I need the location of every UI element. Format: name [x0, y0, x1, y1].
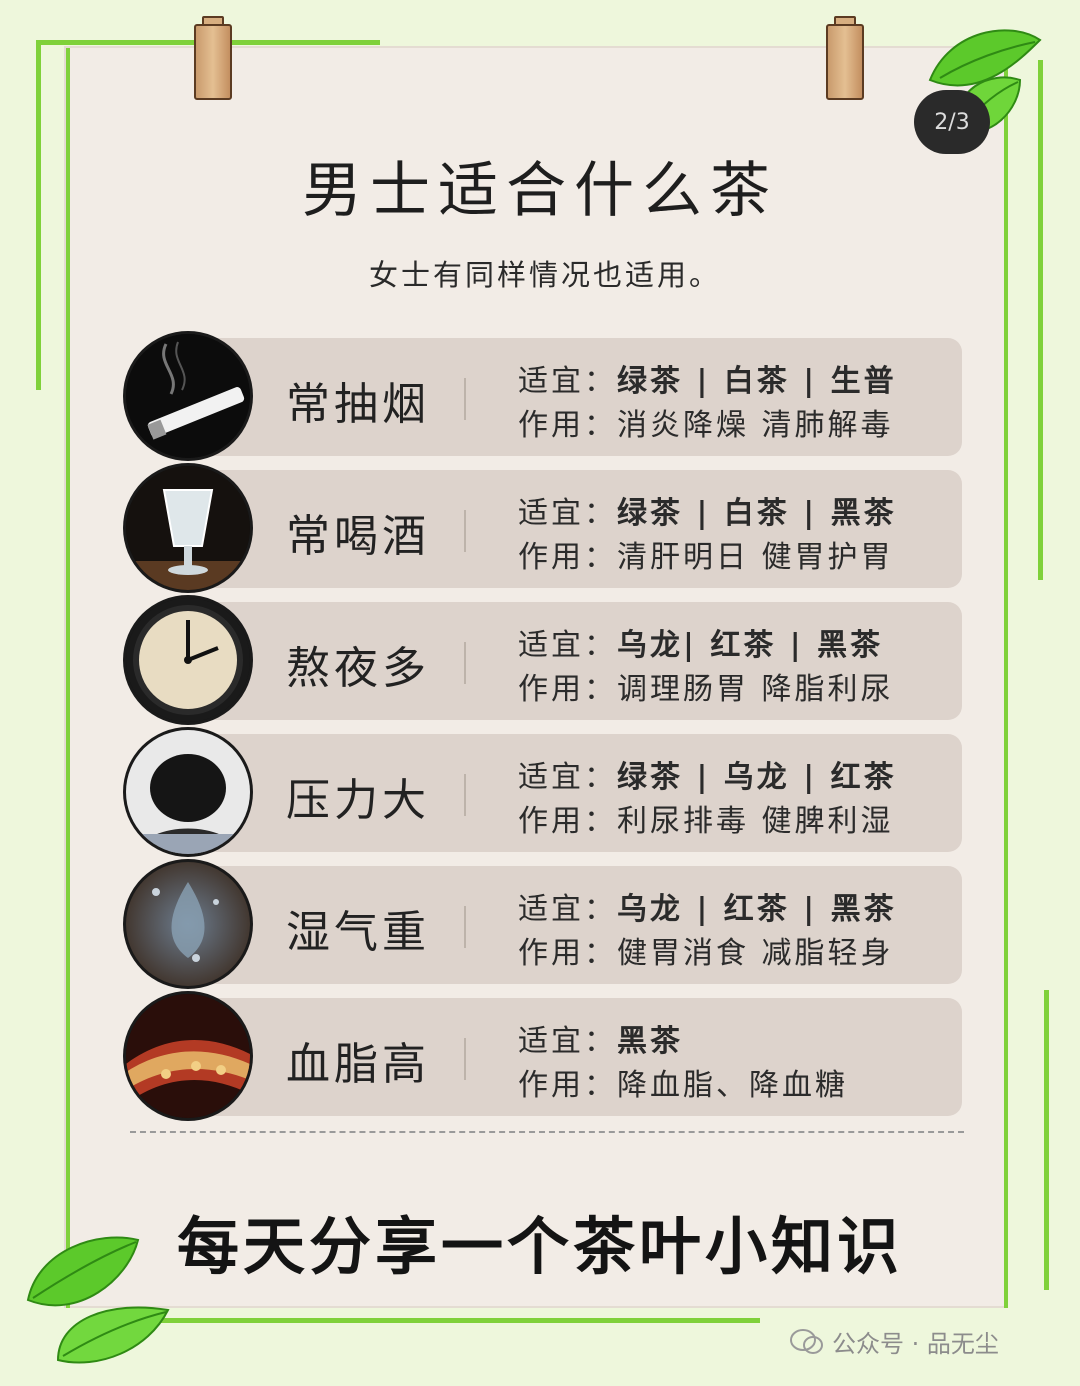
blood-vessel-icon — [126, 994, 250, 1118]
row-separator — [464, 1038, 466, 1080]
row-band — [186, 338, 962, 456]
row-effect: 作用：清肝明日 健胃护胃 — [518, 540, 894, 575]
row-suitable: 适宜：绿茶 | 白茶 | 生普 — [518, 364, 897, 399]
row-band — [186, 734, 962, 852]
row-suitable: 适宜：绿茶 | 白茶 | 黑茶 — [518, 496, 897, 531]
row-label: 常喝酒 — [286, 511, 430, 562]
page-subtitle: 女士有同样情况也适用。 — [368, 258, 721, 292]
cigarette-icon — [126, 334, 250, 458]
row-stress: 压力大 适宜：绿茶 | 乌龙 | 红茶 作用：利尿排毒 健脾利湿 — [126, 730, 962, 854]
row-effect: 作用：调理肠胃 降脂利尿 — [518, 672, 894, 707]
frame-line-right-lower — [1044, 990, 1049, 1290]
footer-slogan: 每天分享一个茶叶小知识 — [176, 1210, 903, 1283]
row-effect: 作用：健胃消食 减脂轻身 — [518, 936, 894, 971]
frame-line-bottom — [140, 1318, 760, 1323]
clock-icon — [126, 598, 250, 722]
row-separator — [464, 906, 466, 948]
row-staying-up: 熬夜多 适宜：乌龙| 红茶 | 黑茶 作用：调理肠胃 降脂利尿 — [126, 598, 962, 722]
liquor-glass-icon — [126, 466, 250, 590]
card-border-right — [1004, 48, 1008, 1308]
paper-clip-right — [826, 16, 864, 100]
row-dampness: 湿气重 适宜：乌龙 | 红茶 | 黑茶 作用：健胃消食 减脂轻身 — [126, 862, 962, 986]
frame-line-right — [1038, 60, 1043, 580]
row-label: 压力大 — [286, 775, 430, 826]
row-label: 湿气重 — [286, 907, 430, 958]
row-separator — [464, 378, 466, 420]
row-label: 熬夜多 — [286, 643, 430, 694]
row-band — [186, 470, 962, 588]
row-suitable: 适宜：黑茶 — [518, 1024, 683, 1059]
row-label: 常抽烟 — [286, 379, 430, 430]
row-label: 血脂高 — [286, 1039, 430, 1090]
dampness-icon — [126, 862, 250, 986]
row-smoking: 常抽烟 适宜：绿茶 | 白茶 | 生普 作用：消炎降燥 清肺解毒 — [126, 334, 962, 458]
row-high-blood-lipids: 血脂高 适宜：黑茶 作用：降血脂、降血糖 — [126, 994, 962, 1118]
watermark: 公众号 · 品无尘 — [790, 1324, 999, 1359]
card-border-left — [66, 48, 70, 1308]
row-drinking: 常喝酒 适宜：绿茶 | 白茶 | 黑茶 作用：清肝明日 健胃护胃 — [126, 466, 962, 590]
row-effect: 作用：利尿排毒 健脾利湿 — [518, 804, 894, 839]
watermark-text: 公众号 · 品无尘 — [832, 1330, 999, 1358]
row-separator — [464, 510, 466, 552]
dashed-divider — [130, 1131, 964, 1133]
stressed-person-icon — [126, 730, 250, 854]
page-badge: 2/3 — [914, 90, 990, 154]
paper-clip-left — [194, 16, 232, 100]
row-band — [186, 866, 962, 984]
row-suitable: 适宜：乌龙| 红茶 | 黑茶 — [518, 628, 884, 663]
row-band — [186, 602, 962, 720]
wechat-icon — [790, 1328, 823, 1354]
row-separator — [464, 642, 466, 684]
page-title: 男士适合什么茶 — [302, 156, 778, 226]
frame-line-left — [36, 40, 41, 390]
row-separator — [464, 774, 466, 816]
leaf-bottom-left-icon — [26, 1236, 170, 1364]
row-effect: 作用：消炎降燥 清肺解毒 — [518, 408, 894, 443]
row-effect: 作用：降血脂、降血糖 — [518, 1068, 848, 1103]
row-suitable: 适宜：乌龙 | 红茶 | 黑茶 — [518, 892, 897, 927]
row-band — [186, 998, 962, 1116]
row-suitable: 适宜：绿茶 | 乌龙 | 红茶 — [518, 760, 897, 795]
